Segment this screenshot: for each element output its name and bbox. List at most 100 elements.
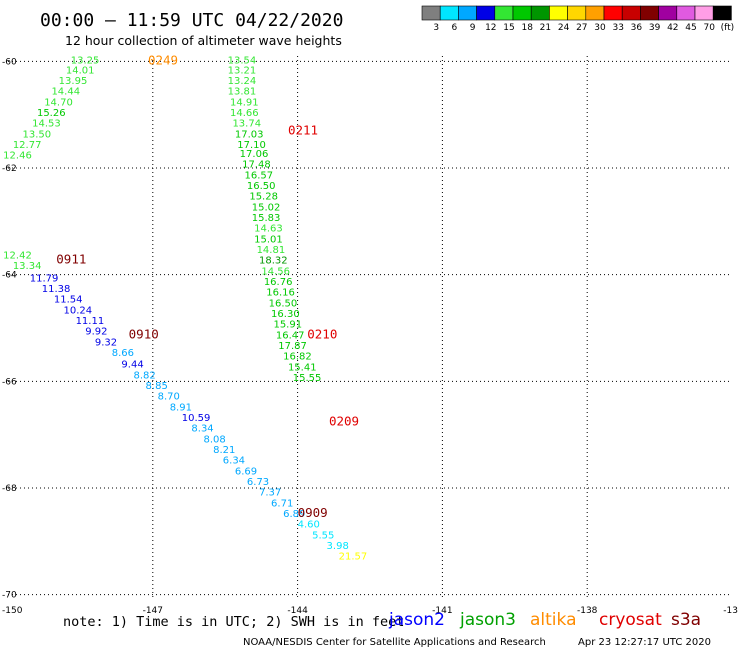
- wave-height-label: 14.66: [230, 108, 259, 119]
- wave-height-label: 13.81: [228, 87, 257, 98]
- footer-credit: NOAA/NESDIS Center for Satellite Applica…: [243, 637, 546, 648]
- wave-height-label: 14.53: [32, 119, 61, 130]
- scale-label: 18: [521, 23, 533, 33]
- wave-height-label: 6.73: [247, 477, 269, 488]
- wave-height-label: 8.70: [158, 392, 180, 403]
- wave-height-label: 13.95: [59, 76, 88, 87]
- wave-height-label: 4.60: [298, 520, 320, 531]
- footer-timestamp: Apr 23 12:27:17 UTC 2020: [578, 637, 711, 648]
- wave-height-label: 14.01: [66, 65, 95, 76]
- wave-height-label: 16.50: [269, 298, 298, 309]
- wave-height-label: 6.69: [235, 466, 257, 477]
- wave-height-label: 16.82: [283, 352, 312, 363]
- wave-height-label: 5.55: [312, 530, 334, 541]
- wave-height-label: 13.54: [228, 56, 257, 67]
- wave-height-label: 8.08: [203, 434, 225, 445]
- scale-label: 27: [576, 23, 587, 33]
- wave-height-label: 9.32: [95, 337, 117, 348]
- scale-label: 30: [594, 23, 606, 33]
- wave-height-label: 11.11: [76, 316, 105, 327]
- wave-height-label: 21.57: [339, 552, 368, 563]
- wave-height-label: 14.44: [51, 87, 80, 98]
- wave-height-label: 10.24: [64, 305, 93, 316]
- scale-swatch: [549, 5, 568, 21]
- scale-swatch: [530, 5, 550, 21]
- lon-tick-label: -150: [2, 606, 23, 616]
- pass-number-label: 0210: [307, 326, 337, 341]
- scale-label: 33: [612, 23, 623, 33]
- mission-legend-item: cryosat: [599, 610, 662, 630]
- wave-height-values: 13.2514.0113.9514.4414.7015.2614.5313.50…: [3, 56, 367, 563]
- lat-tick-label: -66: [2, 377, 17, 387]
- scale-label: 45: [685, 23, 696, 33]
- pass-number-label: 0911: [56, 252, 86, 267]
- wave-height-label: 6.71: [271, 498, 293, 509]
- wave-height-label: 6.89: [283, 509, 305, 520]
- lon-tick-label: -138: [577, 606, 598, 616]
- wave-height-label: 15.02: [252, 202, 281, 213]
- mission-legend: jason2 jason3 altika cryosat s3a: [388, 610, 701, 630]
- chart-title: 00:00 – 11:59 UTC 04/22/2020: [40, 10, 343, 31]
- pass-number-label: 0209: [329, 413, 359, 428]
- scale-swatch: [421, 5, 441, 21]
- lon-tick-label: -144: [287, 606, 308, 616]
- scale-label: 9: [470, 23, 476, 33]
- wave-height-label: 8.91: [170, 402, 192, 413]
- scale-swatch: [494, 5, 514, 21]
- wave-height-label: 17.06: [240, 149, 269, 160]
- scale-swatch: [476, 5, 496, 21]
- wave-height-label: 12.42: [3, 250, 32, 261]
- scale-label: 39: [649, 23, 661, 33]
- scale-swatch: [676, 5, 696, 21]
- wave-height-label: 14.63: [254, 224, 283, 235]
- pass-number-label: 0909: [298, 505, 328, 520]
- scale-label: 6: [452, 23, 458, 33]
- mission-legend-item: altika: [530, 610, 577, 630]
- wave-height-label: 14.56: [261, 266, 290, 277]
- scale-swatch: [621, 5, 641, 21]
- mission-legend-item: s3a: [671, 610, 701, 630]
- pass-labels: 0249 0211 0911 0910 0210 0209 0909: [56, 53, 359, 520]
- scale-swatch: [603, 5, 623, 21]
- lat-tick-label: -68: [2, 484, 17, 494]
- scale-label: 42: [667, 23, 678, 33]
- wave-height-label: 13.74: [232, 119, 261, 130]
- lat-tick-label: -62: [2, 164, 17, 174]
- wave-height-label: 17.48: [242, 160, 271, 171]
- scale-label: 36: [631, 23, 643, 33]
- wave-height-label: 6.34: [223, 456, 245, 467]
- pass-number-label: 0211: [288, 123, 318, 138]
- wave-height-label: 16.16: [266, 288, 295, 299]
- mission-legend-item: jason3: [459, 610, 516, 630]
- note-text: note: 1) Time is in UTC; 2) SWH is in fe…: [63, 614, 404, 630]
- wave-height-label: 13.50: [22, 129, 51, 140]
- wave-height-label: 9.92: [85, 327, 107, 338]
- wave-height-label: 15.41: [288, 362, 317, 373]
- wave-height-label: 11.38: [42, 284, 71, 295]
- wave-height-label: 3.98: [327, 541, 349, 552]
- wave-height-label: 16.76: [264, 277, 293, 288]
- scale-label: 3: [433, 23, 439, 33]
- scale-swatch: [694, 5, 714, 21]
- wave-height-label: 13.24: [228, 76, 257, 87]
- wave-height-label: 11.54: [54, 295, 83, 306]
- wave-height-label: 16.57: [245, 170, 274, 181]
- lon-tick-label: -13: [723, 606, 738, 616]
- wave-height-label: 15.01: [254, 234, 283, 245]
- scale-swatch: [512, 5, 532, 21]
- scale-label: 24: [558, 23, 570, 33]
- lat-tick-label: -60: [2, 57, 17, 67]
- lon-tick-label: -147: [143, 606, 163, 616]
- scale-swatch: [585, 5, 605, 21]
- longitude-tick-labels: -150 -147 -144 -141 -138 -13: [2, 606, 738, 616]
- wave-height-label: 15.28: [249, 192, 278, 203]
- scale-label: 12: [485, 23, 496, 33]
- mission-legend-item: jason2: [388, 610, 445, 630]
- wave-height-label: 13.25: [71, 56, 100, 67]
- wave-height-label: 8.66: [112, 348, 134, 359]
- wave-height-label: 14.81: [257, 245, 286, 256]
- scale-label: 21: [540, 23, 551, 33]
- lon-tick-label: -141: [432, 606, 452, 616]
